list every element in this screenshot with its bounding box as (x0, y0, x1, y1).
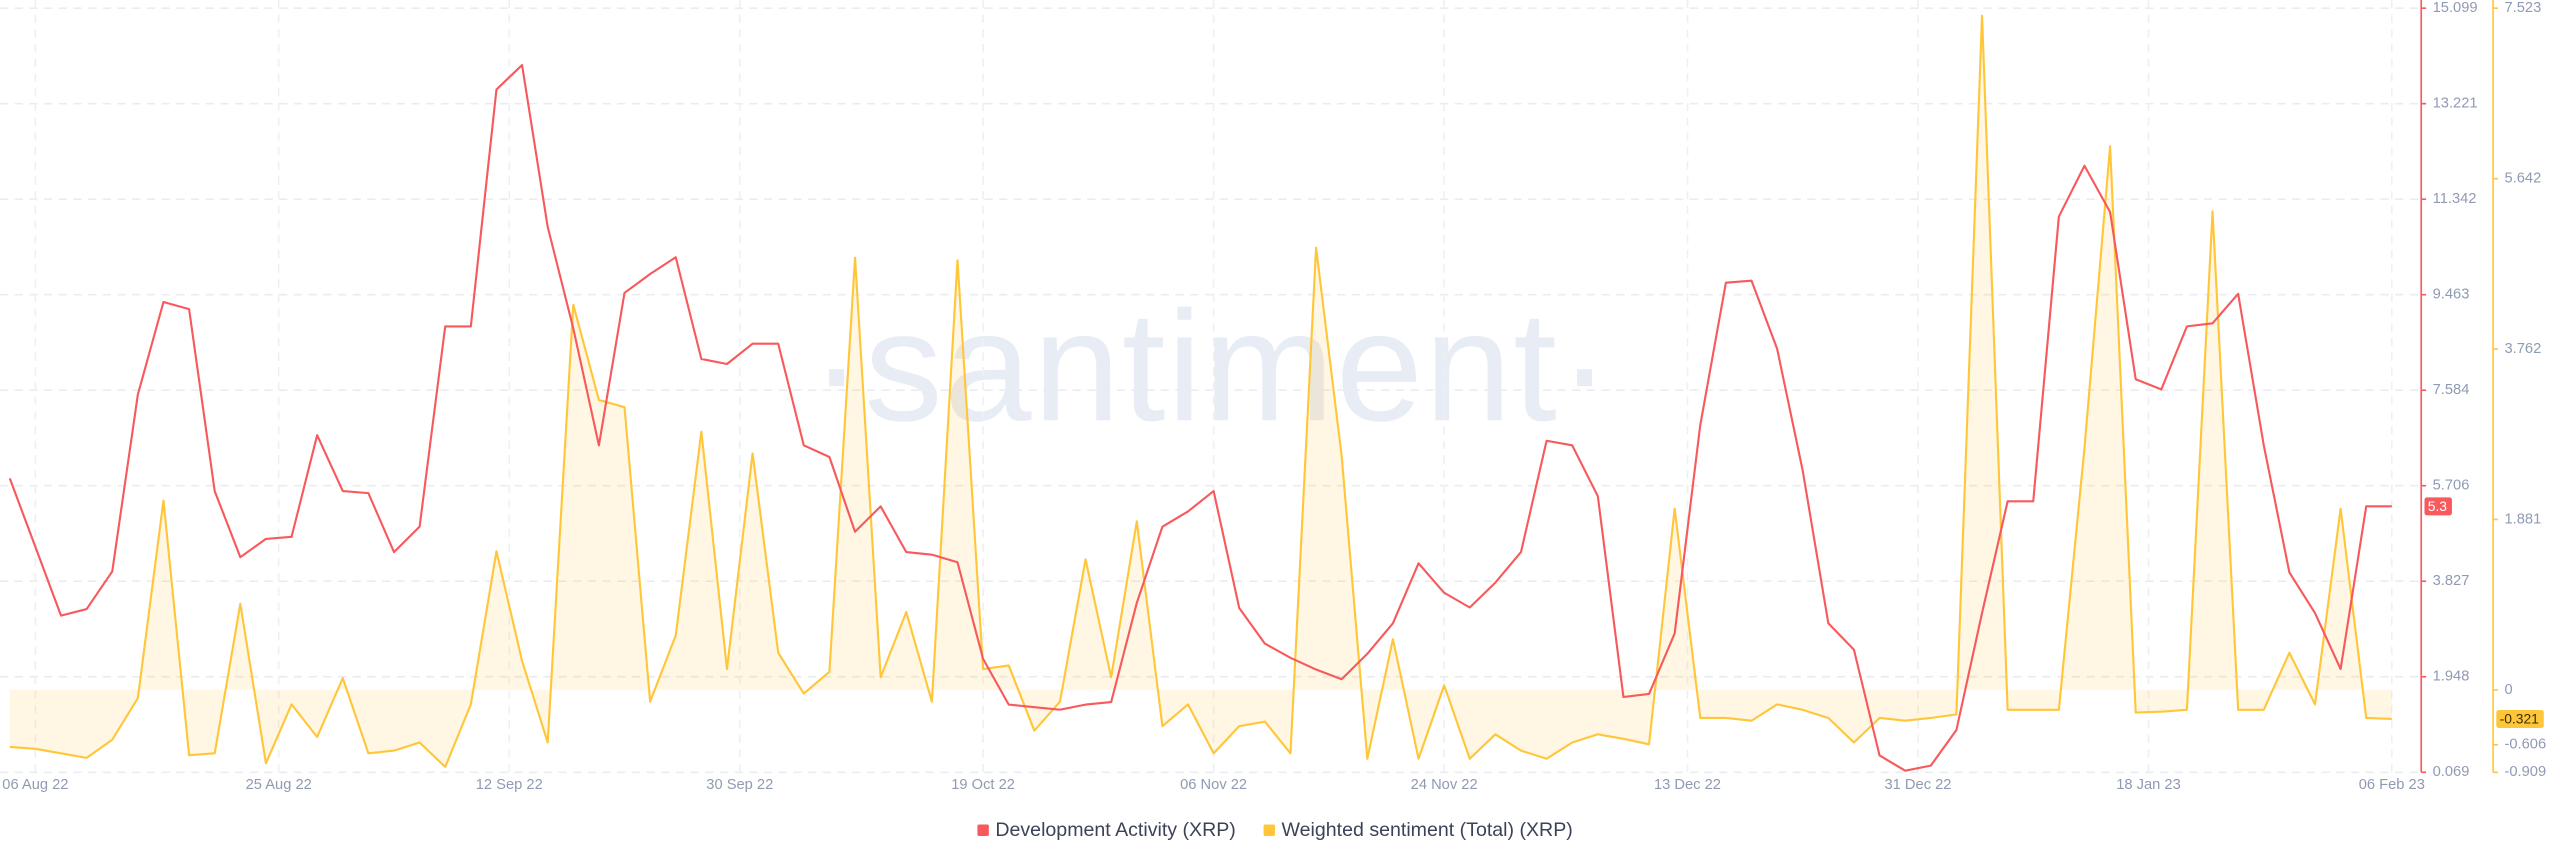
badge-box (2496, 710, 2544, 728)
y2-tick-label: 1.881 (2504, 511, 2541, 527)
legend-swatch (1263, 824, 1276, 836)
y2-tick-label: -0.909 (2504, 764, 2546, 780)
legend-label: Development Activity (XRP) (995, 819, 1235, 841)
y-tick-label: 5.706 (2433, 478, 2470, 494)
y2-tick-label: 5.642 (2504, 171, 2541, 187)
last-value-label: -0.321 (2500, 710, 2540, 726)
legend-swatch (977, 824, 989, 836)
last-value-label: 5.3 (2428, 498, 2448, 514)
legend-label: Weighted sentiment (Total) (XRP) (1282, 819, 1573, 841)
y2-tick-label: -0.606 (2504, 737, 2546, 753)
y-tick-label: 1.948 (2433, 669, 2470, 685)
x-tick-label: 12 Sep 22 (476, 777, 543, 793)
legend: Development Activity (XRP) Weighted senti… (977, 819, 1573, 841)
x-tick-label: 19 Oct 22 (951, 777, 1015, 793)
last-value-badge: 5.3 (2424, 497, 2452, 516)
x-tick-label: 06 Aug 22 (2, 777, 68, 793)
y2-tick-label: 0 (2504, 682, 2512, 698)
y-tick-label: 13.221 (2433, 96, 2478, 112)
y-tick-label: 15.099 (2433, 0, 2478, 16)
watermark: ·santiment· (811, 279, 1613, 454)
x-tick-label: 06 Feb 23 (2359, 777, 2425, 793)
y-tick-label: 0.069 (2433, 764, 2470, 780)
x-tick-label: 25 Aug 22 (246, 777, 312, 793)
y2-tick-label: 3.762 (2504, 341, 2541, 357)
x-tick-label: 30 Sep 22 (706, 777, 773, 793)
y-tick-label: 3.827 (2433, 573, 2470, 589)
y2-tick-label: 7.523 (2504, 0, 2541, 16)
x-tick-label: 13 Dec 22 (1654, 777, 1721, 793)
x-tick-label: 18 Jan 23 (2116, 777, 2181, 793)
series-area (9, 15, 2392, 767)
last-value-badge: -0.321 (2496, 710, 2544, 728)
series-line (8, 64, 2392, 772)
y-tick-label: 11.342 (2433, 191, 2477, 207)
badge-box (2424, 497, 2452, 516)
x-tick-label: 31 Dec 22 (1885, 777, 1952, 793)
series-line (9, 14, 2392, 768)
x-tick-label: 24 Nov 22 (1411, 777, 1478, 793)
x-tick-label: 06 Nov 22 (1180, 777, 1247, 793)
y-tick-label: 7.584 (2433, 382, 2470, 398)
y-tick-label: 9.463 (2433, 287, 2470, 303)
